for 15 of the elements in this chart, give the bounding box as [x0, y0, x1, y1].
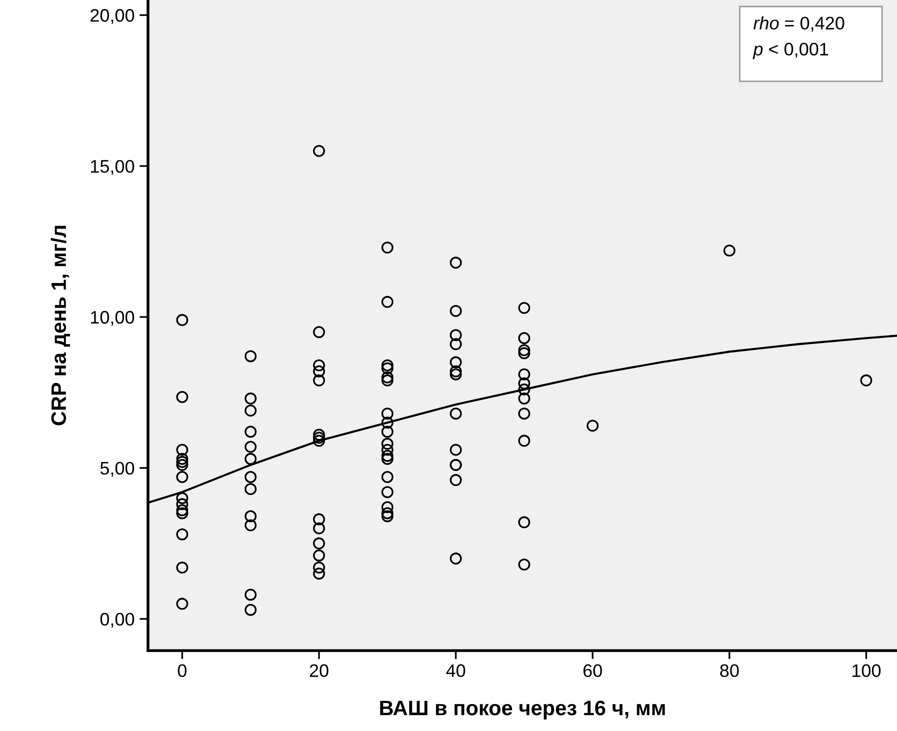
- x-tick-label: 80: [720, 664, 739, 678]
- x-tick-label: 40: [446, 664, 466, 678]
- y-axis-title: CRP на день 1, мг/л: [50, 226, 70, 426]
- x-tick-label: 100: [852, 664, 881, 678]
- y-tick-label: 5,00: [100, 462, 134, 477]
- y-tick-label: 0,00: [100, 612, 134, 628]
- x-tick-label: 20: [310, 664, 328, 678]
- x-tick-label: 60: [583, 664, 602, 678]
- annotation: p < 0,001: [752, 42, 828, 60]
- x-axis-title: ВАШ в покое через 16 ч, мм: [380, 700, 665, 720]
- annotation: rho = 0,420: [753, 16, 844, 32]
- y-tick-label: 10,00: [91, 310, 134, 326]
- y-tick-label: 20,00: [90, 9, 134, 24]
- x-tick-label: 0: [178, 664, 187, 678]
- y-tick-label: 15,00: [91, 160, 134, 175]
